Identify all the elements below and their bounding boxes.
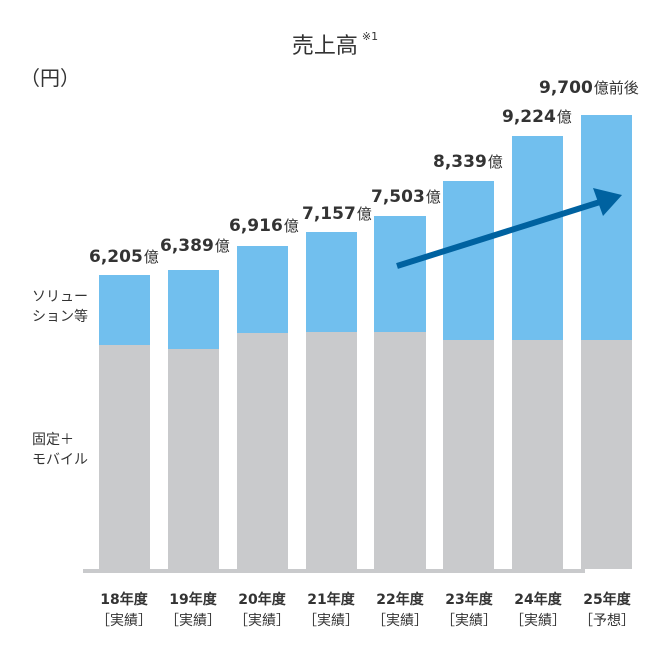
bar-23 <box>443 181 494 569</box>
bar-segment-solutions <box>168 270 219 349</box>
x-label-23: 23年度 ［実績］ <box>441 592 497 629</box>
x-label-22: 22年度 ［実績］ <box>372 592 428 629</box>
legend-solutions-line1: ソリュー <box>32 289 88 305</box>
chart-baseline <box>83 569 585 573</box>
bar-segment-solutions <box>99 275 150 345</box>
bar-segment-mobile <box>443 340 494 569</box>
bar-segment-mobile <box>237 333 288 569</box>
value-label-20: 6,916億 <box>229 216 299 236</box>
bar-25 <box>581 115 632 569</box>
bar-segment-solutions <box>374 216 426 332</box>
bar-segment-solutions <box>237 246 288 333</box>
legend-solutions-line2: ション等 <box>32 309 88 325</box>
bar-segment-mobile <box>374 332 426 569</box>
chart-title: 売上高 ※1 <box>0 28 670 60</box>
bar-segment-mobile <box>99 345 150 569</box>
bar-segment-solutions <box>306 232 357 332</box>
legend-mobile-line1: 固定＋ <box>32 432 74 448</box>
x-label-18: 18年度 ［実績］ <box>96 592 152 629</box>
bar-19 <box>168 270 219 569</box>
title-footnote-marker: ※1 <box>361 30 379 43</box>
bar-20 <box>237 246 288 569</box>
bar-segment-solutions <box>581 115 632 340</box>
value-label-19: 6,389億 <box>160 236 230 256</box>
legend-solutions-label: ソリュー ション等 <box>32 287 92 327</box>
value-label-18: 6,205億 <box>89 247 159 267</box>
bar-22 <box>374 216 426 569</box>
value-label-22: 7,503億 <box>371 187 441 207</box>
bar-segment-solutions <box>443 181 494 340</box>
value-label-21: 7,157億 <box>302 204 372 224</box>
x-label-19: 19年度 ［実績］ <box>165 592 221 629</box>
title-text: 売上高 <box>291 34 358 59</box>
bar-segment-mobile <box>581 340 632 569</box>
bar-segment-mobile <box>512 340 563 569</box>
x-label-21: 21年度 ［実績］ <box>303 592 359 629</box>
legend-mobile-label: 固定＋ モバイル <box>32 430 92 470</box>
x-label-25: 25年度 ［予想］ <box>579 592 635 629</box>
bar-segment-solutions <box>512 136 563 340</box>
bar-segment-mobile <box>168 349 219 569</box>
value-label-25: 9,700億前後 <box>539 78 639 98</box>
bar-segment-mobile <box>306 332 357 569</box>
value-label-24: 9,224億 <box>502 107 572 127</box>
y-unit-label: （円） <box>20 66 80 90</box>
legend-mobile-line2: モバイル <box>32 452 88 468</box>
value-label-23: 8,339億 <box>433 152 503 172</box>
bar-18 <box>99 275 150 569</box>
bar-21 <box>306 232 357 569</box>
x-label-20: 20年度 ［実績］ <box>234 592 290 629</box>
bar-24 <box>512 136 563 569</box>
x-label-24: 24年度 ［実績］ <box>510 592 566 629</box>
